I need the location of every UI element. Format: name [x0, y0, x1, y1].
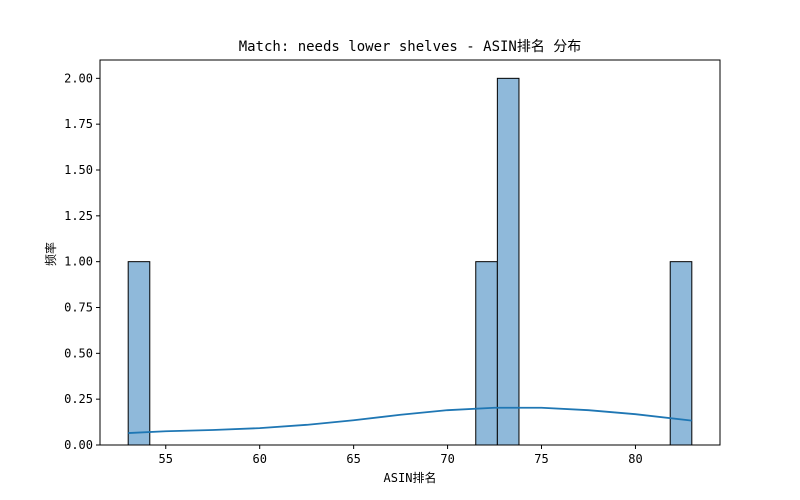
y-tick-label: 0.00: [64, 438, 93, 452]
y-tick-label: 1.00: [64, 255, 93, 269]
y-tick-label: 0.50: [64, 346, 93, 360]
y-tick-label: 2.00: [64, 71, 93, 85]
y-tick-label: 0.25: [64, 392, 93, 406]
y-tick-label: 1.25: [64, 209, 93, 223]
y-tick-label: 1.75: [64, 117, 93, 131]
x-tick-label: 70: [440, 452, 454, 466]
y-tick-label: 1.50: [64, 163, 93, 177]
chart-title: Match: needs lower shelves - ASIN排名 分布: [239, 39, 582, 55]
histogram-bar-2: [496, 77, 520, 446]
x-axis-ticks: 55 60 65 70 75 80: [159, 445, 643, 466]
x-tick-label: 65: [346, 452, 360, 466]
histogram-bar-1: [475, 261, 498, 446]
x-tick-label: 80: [628, 452, 642, 466]
plot-frame: [99, 59, 721, 446]
y-axis-ticks: 0.00 0.25 0.50 0.75 1.00 1.25 1.50 1.75 2.00: [64, 71, 100, 452]
x-tick-label: 75: [534, 452, 548, 466]
histogram-bar-0: [127, 261, 151, 446]
x-tick-label: 60: [252, 452, 266, 466]
kde-line: [128, 406, 692, 434]
y-axis-title: 频率: [43, 242, 58, 266]
x-tick-label: 55: [159, 452, 173, 466]
y-tick-label: 0.75: [64, 301, 93, 315]
histogram-bar-3: [669, 261, 693, 446]
x-axis-title: ASIN排名: [384, 470, 437, 485]
bars-group: [127, 77, 693, 446]
